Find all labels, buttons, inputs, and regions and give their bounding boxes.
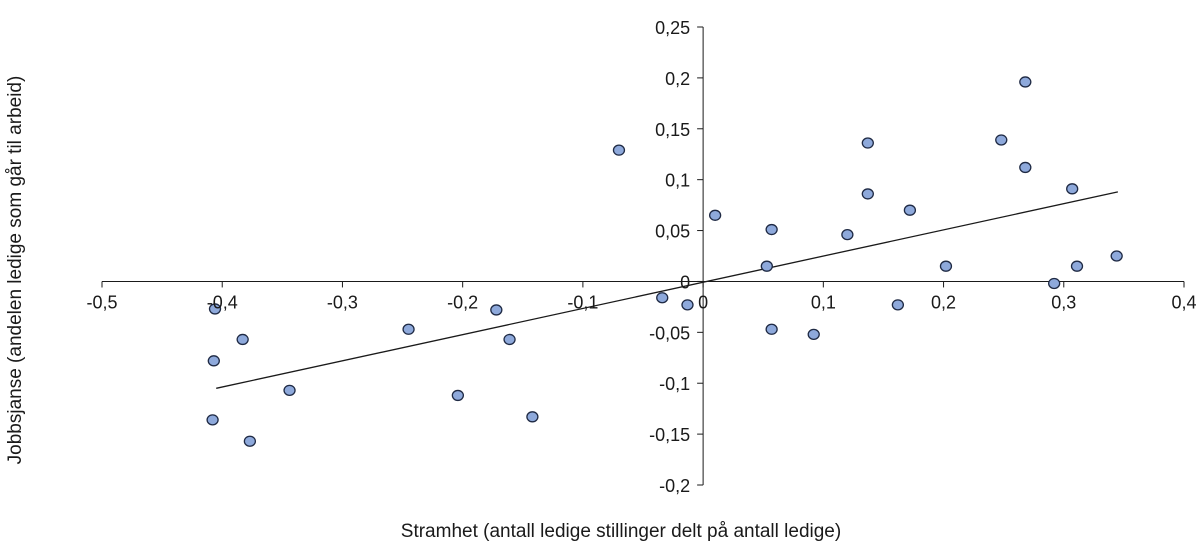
trendline bbox=[216, 191, 1119, 389]
data-point bbox=[765, 223, 778, 236]
x-tick-label: 0,3 bbox=[1051, 292, 1076, 312]
data-point bbox=[208, 303, 222, 315]
data-point bbox=[760, 260, 773, 272]
data-point bbox=[891, 299, 905, 311]
tick-labels: -0,5 -0,4 -0,3 -0,2 -0,1 0 0,1 0,2 0,3 0,4 -0,2 -0,… bbox=[86, 18, 1196, 496]
data-point bbox=[283, 384, 296, 396]
data-point bbox=[1110, 250, 1123, 262]
data-point bbox=[841, 228, 854, 241]
data-point bbox=[681, 299, 694, 311]
x-axis-title: Stramhet (antall ledige stillinger delt … bbox=[401, 521, 841, 542]
data-points bbox=[206, 76, 1123, 447]
x-tick-label: -0,5 bbox=[86, 292, 117, 312]
data-point bbox=[1066, 183, 1079, 195]
data-point bbox=[765, 323, 778, 335]
data-point bbox=[1048, 277, 1061, 290]
y-tick-label: 0 bbox=[680, 272, 690, 292]
y-tick-label: 0,25 bbox=[655, 18, 690, 38]
data-point bbox=[612, 144, 626, 156]
data-point bbox=[903, 204, 917, 216]
data-point bbox=[861, 188, 874, 200]
trendline-group bbox=[216, 191, 1119, 389]
x-tick-label: -0,2 bbox=[447, 292, 478, 312]
data-point bbox=[207, 355, 220, 367]
x-tick-label: 0,1 bbox=[811, 292, 836, 312]
data-point bbox=[490, 304, 503, 316]
x-tick-label: -0,1 bbox=[567, 292, 598, 312]
data-point bbox=[708, 209, 722, 221]
y-tick-label: -0,05 bbox=[649, 323, 690, 343]
y-tick-label: 0,2 bbox=[665, 69, 690, 89]
x-tick-label: 0 bbox=[698, 292, 708, 312]
y-tick-label: 0,05 bbox=[655, 222, 690, 242]
data-point bbox=[402, 323, 415, 335]
x-tick-label: -0,3 bbox=[327, 292, 358, 312]
y-tick-label: -0,1 bbox=[659, 374, 690, 394]
data-point bbox=[995, 134, 1008, 146]
data-point bbox=[1019, 161, 1032, 174]
data-point bbox=[939, 260, 953, 272]
data-point bbox=[236, 333, 249, 346]
data-point bbox=[1019, 76, 1032, 88]
axes bbox=[101, 26, 1185, 486]
data-point bbox=[243, 435, 257, 447]
data-point bbox=[503, 333, 516, 346]
y-tick-label: 0,1 bbox=[665, 171, 690, 191]
data-point bbox=[656, 292, 669, 304]
y-axis-title: Jobbsjanse (andelen ledige som går til a… bbox=[5, 76, 26, 465]
data-point bbox=[526, 411, 539, 423]
data-point bbox=[1070, 260, 1084, 272]
x-tick-label: 0,2 bbox=[931, 292, 956, 312]
x-tick-label: -0,4 bbox=[207, 292, 238, 312]
x-tick-label: 0,4 bbox=[1171, 292, 1196, 312]
data-point bbox=[206, 414, 219, 426]
data-point bbox=[807, 328, 820, 341]
y-tick-label: 0,15 bbox=[655, 120, 690, 140]
data-point bbox=[861, 137, 874, 149]
data-point bbox=[451, 389, 465, 402]
y-tick-label: -0,15 bbox=[649, 425, 690, 445]
y-tick-label: -0,2 bbox=[659, 476, 690, 496]
